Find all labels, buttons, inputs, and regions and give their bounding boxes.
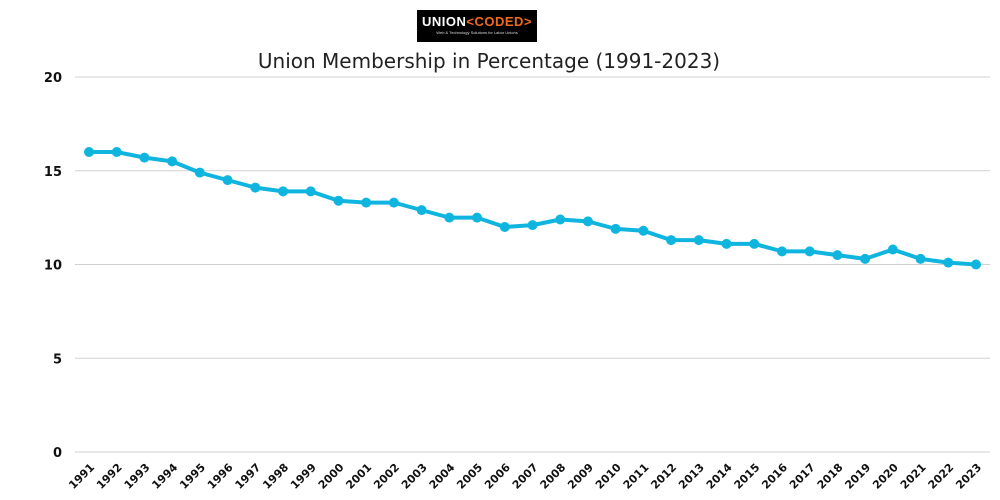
data-point: [887, 244, 898, 255]
x-tick-label: 2013: [676, 461, 707, 492]
data-point: [804, 246, 815, 257]
x-tick-label: 2002: [371, 461, 402, 492]
data-point: [472, 212, 483, 223]
x-tick-label: 1996: [205, 461, 236, 492]
data-point: [555, 214, 566, 225]
data-point: [776, 246, 787, 257]
union-coded-logo: UNION<CODED> Web & Technology Solutions …: [417, 10, 537, 42]
x-tick-label: 1995: [177, 461, 208, 492]
y-tick-label: 10: [44, 259, 62, 274]
data-point: [444, 212, 455, 223]
y-tick-label: 0: [53, 446, 62, 461]
x-tick-label: 2011: [621, 461, 652, 492]
data-point: [361, 197, 372, 208]
data-point: [943, 257, 954, 268]
x-tick-label: 2016: [759, 461, 790, 492]
x-tick-label: 2012: [648, 461, 679, 492]
x-tick-label: 1997: [233, 461, 264, 492]
logo-tagline: Web & Technology Solutions for Labor Uni…: [436, 30, 518, 35]
data-point: [582, 216, 593, 227]
x-tick-label: 2017: [787, 461, 818, 492]
x-tick-label: 2023: [953, 461, 984, 492]
data-point: [721, 238, 732, 249]
series-line: [89, 150, 977, 267]
logo-text: UNION: [421, 14, 467, 29]
y-tick-label: 20: [44, 71, 62, 86]
x-tick-label: 1993: [122, 461, 153, 492]
x-tick-label: 2019: [842, 461, 873, 492]
x-tick-label: 2018: [815, 461, 846, 492]
x-tick-label: 1992: [94, 461, 125, 492]
x-tick-label: 2005: [454, 461, 485, 492]
data-point: [832, 250, 843, 261]
data-point: [278, 186, 289, 197]
x-tick-label: 1999: [288, 461, 319, 492]
x-tick-label: 1998: [260, 461, 291, 492]
data-point: [139, 152, 150, 163]
x-tick-label: 2022: [926, 461, 957, 492]
x-tick-label: 2000: [316, 461, 347, 492]
x-tick-label: 2014: [704, 461, 735, 492]
x-tick-label: 2003: [399, 461, 430, 492]
x-tick-label: 2021: [898, 461, 929, 492]
x-tick-label: 2008: [537, 461, 568, 492]
y-tick-label: 5: [53, 352, 62, 367]
data-point: [84, 147, 94, 157]
data-point: [111, 147, 122, 157]
data-point: [638, 225, 649, 236]
x-tick-label: 1991: [66, 461, 97, 492]
y-tick-label: 15: [44, 165, 62, 180]
data-point: [416, 205, 427, 216]
data-point: [194, 167, 205, 178]
x-tick-label: 2020: [870, 461, 901, 492]
data-point: [915, 253, 926, 264]
x-tick-label: 2015: [732, 461, 763, 492]
x-tick-label: 2001: [343, 461, 374, 492]
x-tick-label: 2004: [427, 461, 458, 492]
data-point: [971, 259, 981, 270]
x-tick-label: 2009: [565, 461, 596, 492]
x-tick-label: 2007: [510, 461, 541, 492]
data-point: [333, 195, 344, 206]
data-point: [250, 182, 261, 193]
data-point: [527, 220, 538, 231]
x-tick-label: 1994: [149, 461, 180, 492]
x-tick-label: 2010: [593, 461, 624, 492]
data-point: [860, 253, 871, 264]
data-point: [749, 238, 760, 249]
x-tick-label: 2006: [482, 461, 513, 492]
data-point: [693, 235, 704, 246]
data-point: [388, 197, 399, 208]
data-point: [167, 156, 178, 167]
data-point: [305, 186, 316, 197]
chart-title: Union Membership in Percentage (1991-202…: [257, 49, 721, 73]
data-point: [222, 175, 233, 186]
data-point: [610, 223, 621, 234]
data-point: [666, 235, 677, 246]
logo-accent-text: <CODED>: [466, 14, 533, 29]
data-point: [499, 222, 510, 232]
